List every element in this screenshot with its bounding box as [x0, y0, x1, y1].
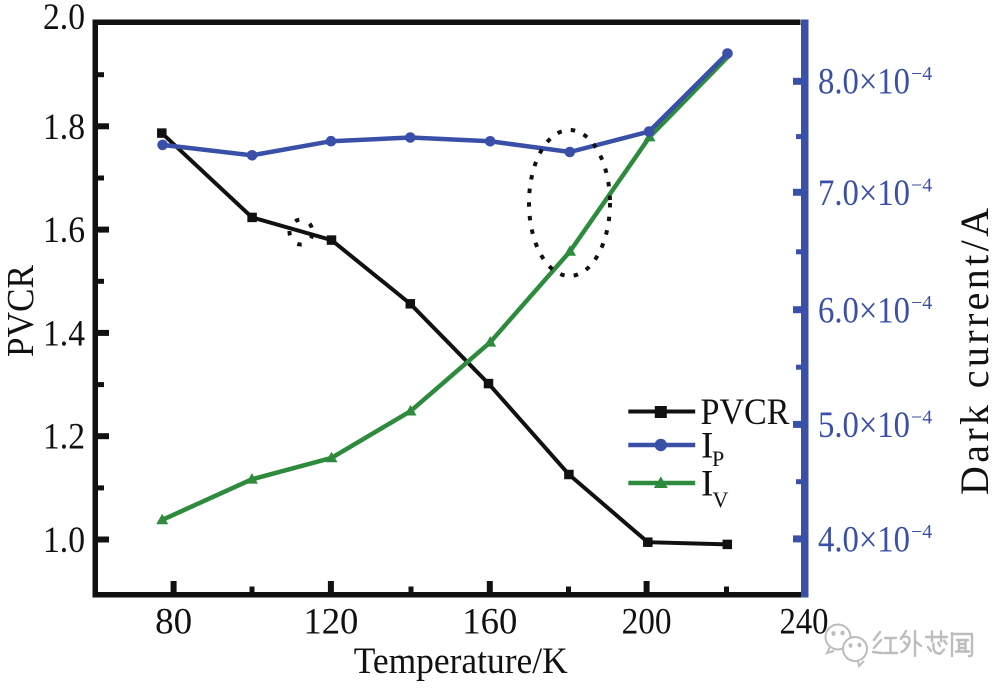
svg-text:1.6: 1.6 [43, 210, 85, 251]
svg-text:6.0×10: 6.0×10 [818, 290, 910, 331]
svg-text:−4: −4 [911, 175, 932, 197]
svg-text:I: I [701, 426, 713, 467]
svg-text:120: 120 [303, 602, 358, 643]
svg-text:160: 160 [462, 602, 517, 643]
svg-text:I: I [701, 464, 713, 505]
svg-text:1.0: 1.0 [43, 520, 85, 561]
svg-text:1.4: 1.4 [43, 313, 85, 354]
svg-text:4.0×10: 4.0×10 [818, 519, 910, 560]
svg-text:2.0: 2.0 [43, 0, 85, 38]
svg-text:Temperature/K: Temperature/K [354, 641, 568, 682]
svg-text:7.0×10: 7.0×10 [818, 173, 910, 214]
svg-text:−4: −4 [911, 292, 932, 314]
svg-text:V: V [713, 487, 729, 512]
svg-text:−4: −4 [911, 521, 932, 543]
svg-text:1.8: 1.8 [43, 107, 85, 148]
svg-text:Dark current/A: Dark current/A [952, 208, 997, 495]
svg-text:−4: −4 [911, 63, 932, 85]
svg-text:−4: −4 [911, 407, 932, 429]
svg-text:PVCR: PVCR [701, 392, 790, 433]
svg-text:1.2: 1.2 [43, 417, 85, 458]
svg-text:PVCR: PVCR [0, 264, 42, 357]
svg-text:P: P [712, 446, 724, 471]
svg-text:80: 80 [155, 602, 192, 643]
svg-text:8.0×10: 8.0×10 [818, 62, 910, 103]
svg-text:5.0×10: 5.0×10 [818, 405, 910, 446]
svg-text:200: 200 [622, 602, 672, 643]
svg-text:240: 240 [780, 602, 829, 643]
